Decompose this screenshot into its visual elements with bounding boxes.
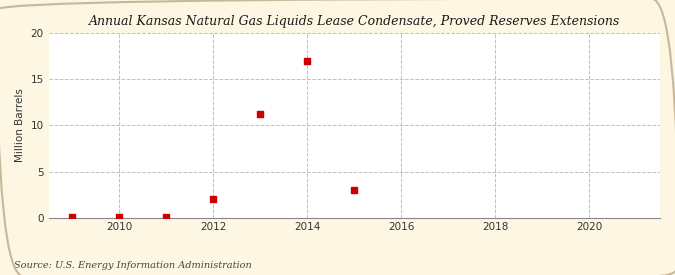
Point — [255, 112, 266, 117]
Point — [161, 215, 171, 219]
Point — [302, 59, 313, 63]
Point — [208, 197, 219, 201]
Point — [114, 215, 125, 219]
Title: Annual Kansas Natural Gas Liquids Lease Condensate, Proved Reserves Extensions: Annual Kansas Natural Gas Liquids Lease … — [88, 15, 620, 28]
Text: Source: U.S. Energy Information Administration: Source: U.S. Energy Information Administ… — [14, 260, 251, 270]
Y-axis label: Million Barrels: Million Barrels — [15, 89, 25, 163]
Point — [349, 188, 360, 192]
Point — [67, 215, 78, 219]
